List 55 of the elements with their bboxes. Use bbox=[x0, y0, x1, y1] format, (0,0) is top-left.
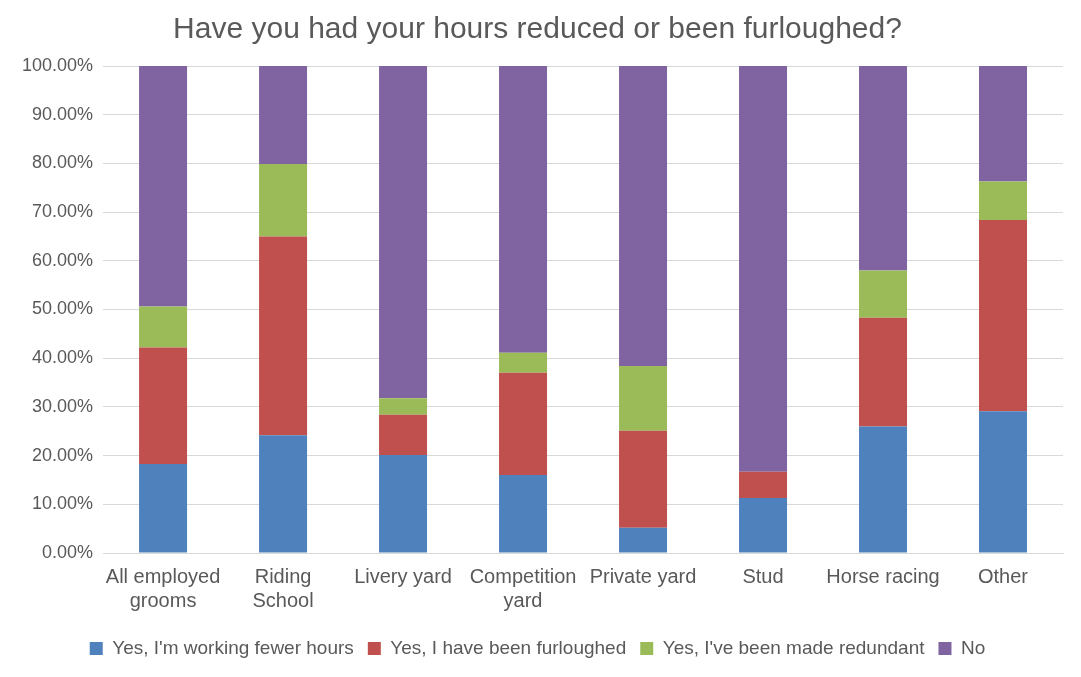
y-tick-label: 20.00% bbox=[32, 444, 94, 465]
x-tick-label: Competition yard bbox=[469, 564, 577, 611]
bar bbox=[859, 426, 908, 553]
legend-label: Yes, I've been made redundant bbox=[662, 636, 926, 658]
bar bbox=[379, 398, 428, 415]
bar bbox=[499, 66, 548, 353]
y-tick-label: 0.00% bbox=[42, 541, 94, 562]
bar bbox=[619, 66, 668, 366]
x-tick-label: Horse racing bbox=[826, 564, 940, 587]
bar bbox=[739, 497, 788, 553]
x-tick-label: All employed grooms bbox=[105, 564, 221, 611]
y-tick-label: 70.00% bbox=[32, 201, 94, 222]
y-tick-label: 90.00% bbox=[32, 103, 94, 124]
bar bbox=[139, 66, 188, 307]
bar bbox=[619, 527, 668, 553]
bar bbox=[859, 270, 908, 318]
bar bbox=[139, 347, 188, 464]
bar bbox=[259, 163, 308, 237]
legend-label: No bbox=[960, 636, 986, 658]
legend-label: Yes, I have been furloughed bbox=[390, 636, 627, 658]
bar bbox=[739, 471, 788, 498]
bar bbox=[619, 430, 668, 528]
bar bbox=[139, 306, 188, 348]
y-tick-label: 50.00% bbox=[32, 298, 94, 319]
bar bbox=[859, 66, 908, 271]
y-tick-label: 60.00% bbox=[32, 249, 94, 270]
bar bbox=[739, 66, 788, 472]
bar bbox=[979, 411, 1027, 553]
y-tick-label: 10.00% bbox=[32, 493, 94, 514]
chart-title: Have you had your hours reduced or been furloughed? bbox=[173, 11, 902, 45]
bar bbox=[619, 365, 668, 431]
bar bbox=[859, 317, 908, 427]
bar bbox=[499, 372, 548, 476]
bar bbox=[979, 219, 1027, 412]
x-tick-label: Riding School bbox=[252, 564, 314, 611]
x-tick-label: Stud bbox=[742, 564, 784, 587]
y-tick-label: 30.00% bbox=[32, 395, 94, 416]
legend-label: Yes, I'm working fewer hours bbox=[112, 636, 354, 658]
bar bbox=[139, 463, 188, 553]
x-tick-label: Livery yard bbox=[354, 564, 452, 587]
x-tick-label: Other bbox=[977, 564, 1029, 587]
bar bbox=[259, 66, 308, 164]
bar bbox=[379, 414, 428, 456]
bar bbox=[379, 455, 428, 553]
bar bbox=[379, 66, 428, 399]
y-tick-label: 40.00% bbox=[32, 347, 94, 368]
bar bbox=[259, 236, 308, 436]
bar bbox=[259, 435, 308, 553]
bar bbox=[499, 475, 548, 553]
bar bbox=[499, 352, 548, 373]
y-tick-label: 100.00% bbox=[22, 54, 94, 75]
bar bbox=[979, 181, 1027, 220]
y-tick-label: 80.00% bbox=[32, 152, 94, 173]
x-tick-label: Private yard bbox=[589, 564, 697, 587]
bar bbox=[979, 66, 1027, 182]
